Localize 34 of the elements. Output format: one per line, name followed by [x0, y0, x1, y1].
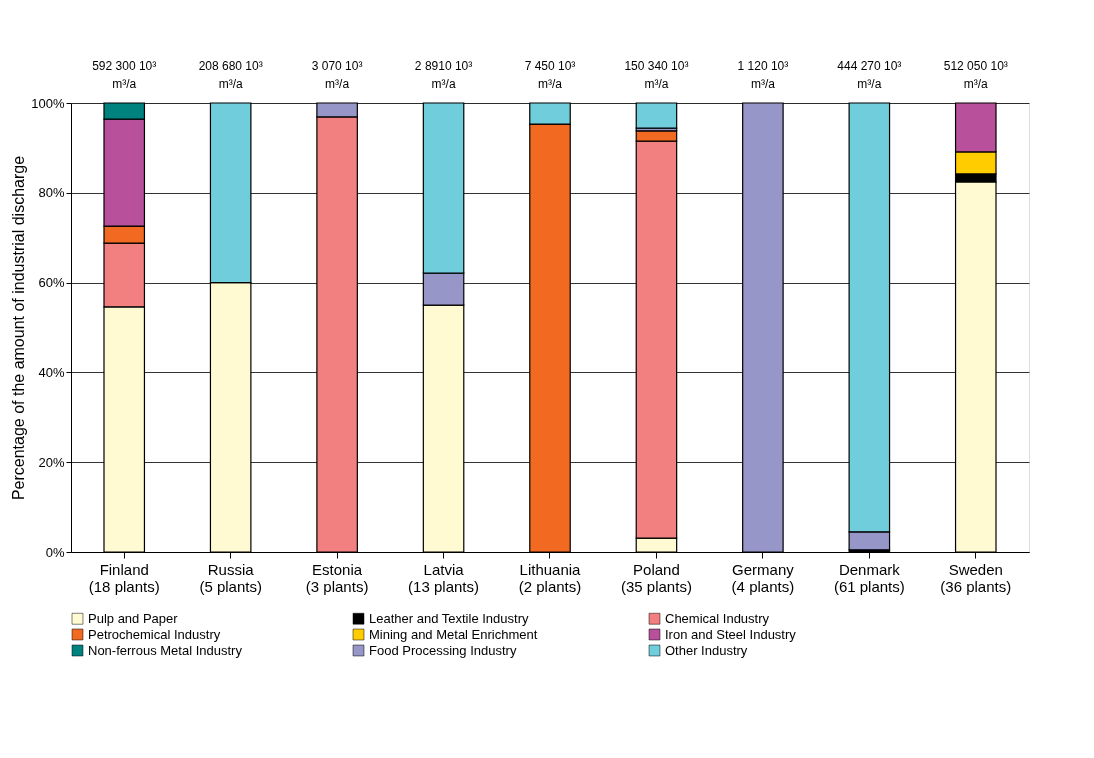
- text: 208 680 10³ m³/a: [198, 59, 263, 91]
- text: 1 120 10³ m³/a: [737, 59, 789, 91]
- x-tick-label: Lithuania (2 plants): [518, 560, 582, 595]
- x-tick-label: Russia (5 plants): [199, 560, 262, 595]
- legend-label: Leather and Textile Industry: [369, 610, 529, 626]
- y-tick-label: 100%: [31, 95, 65, 111]
- x-tick-label: Finland (18 plants): [88, 560, 160, 595]
- y-tick-label: 0%: [45, 544, 65, 560]
- y-axis-title: Percentage of the amount of industrial discharge: [10, 155, 28, 501]
- text: 592 300 10³ m³/a: [92, 59, 157, 91]
- text: 444 270 10³ m³/a: [837, 59, 902, 91]
- x-tick-label: Latvia (13 plants): [408, 560, 479, 595]
- x-tick-label: Germany (4 plants): [731, 560, 795, 595]
- text: 3 070 10³ m³/a: [311, 59, 363, 91]
- legend-label: Other Industry: [665, 642, 748, 658]
- y-tick-label: 80%: [38, 185, 65, 201]
- y-tick-label: 60%: [38, 275, 65, 291]
- legend-label: Iron and Steel Industry: [665, 626, 797, 642]
- legend-label: Food Processing Industry: [369, 642, 517, 658]
- x-tick-label: Estonia (3 plants): [305, 560, 369, 595]
- legend-label: Mining and Metal Enrichment: [369, 626, 538, 642]
- legend-label: Non-ferrous Metal Industry: [88, 642, 243, 658]
- legend-label: Pulp and Paper: [88, 610, 179, 626]
- x-tick-label: Denmark (61 plants): [833, 560, 905, 595]
- legend-label: Petrochemical Industry: [88, 626, 221, 642]
- y-tick-label: 20%: [38, 454, 65, 470]
- text: 512 050 10³ m³/a: [943, 59, 1008, 91]
- y-tick-label: 40%: [38, 364, 65, 380]
- x-tick-label: Sweden (36 plants): [940, 560, 1012, 595]
- legend-label: Chemical Industry: [665, 610, 770, 626]
- text: 150 340 10³ m³/a: [624, 59, 689, 91]
- text: 2 8910 10³ m³/a: [414, 59, 473, 91]
- x-tick-label: Poland (35 plants): [621, 560, 692, 595]
- text: 7 450 10³ m³/a: [524, 59, 576, 91]
